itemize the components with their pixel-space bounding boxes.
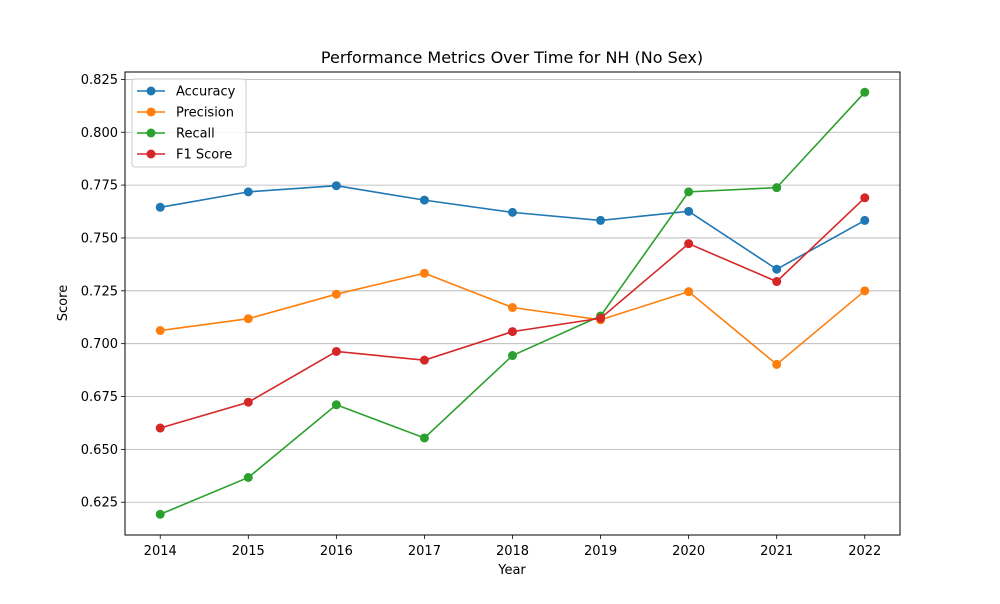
data-point-accuracy	[772, 264, 782, 274]
y-tick-label: 0.625	[81, 496, 118, 511]
data-point-f1-score	[684, 239, 694, 249]
y-axis-label: Score	[56, 285, 71, 321]
legend-marker-f1-score	[146, 149, 156, 159]
x-tick-label: 2022	[848, 544, 881, 559]
data-point-accuracy	[243, 187, 253, 197]
data-point-recall	[508, 351, 517, 361]
data-point-precision	[684, 287, 694, 297]
x-tick-label: 2018	[496, 544, 529, 559]
legend-label-recall: Recall	[176, 127, 215, 142]
data-point-accuracy	[684, 206, 694, 216]
data-point-precision	[331, 289, 341, 299]
y-tick-label: 0.775	[81, 179, 118, 194]
data-point-accuracy	[331, 181, 341, 191]
x-tick-label: 2019	[584, 544, 617, 559]
y-axis-ticks: 0.625 0.650 0.675 0.700 0.725 0.750 0.775 0.800…	[81, 73, 125, 511]
data-point-recall	[243, 472, 253, 482]
legend-label-precision: Precision	[176, 106, 234, 121]
x-tick-label: 2016	[320, 544, 353, 559]
data-point-f1-score	[243, 397, 253, 407]
legend-marker-accuracy	[146, 86, 156, 96]
data-point-f1-score	[508, 327, 517, 337]
gridlines	[125, 78, 900, 503]
data-point-precision	[860, 286, 870, 296]
x-tick-label: 2015	[232, 544, 265, 559]
data-point-recall	[331, 400, 341, 410]
data-point-recall	[155, 509, 165, 519]
data-point-f1-score	[155, 423, 165, 433]
y-tick-label: 0.675	[81, 390, 118, 405]
x-axis-ticks: 2014 2015 2016 2017 2018 2019 2020 2021 2022	[144, 535, 881, 559]
x-tick-label: 2020	[672, 544, 705, 559]
x-axis-label: Year	[497, 563, 526, 578]
data-point-precision	[772, 359, 782, 369]
x-tick-label: 2017	[408, 544, 441, 559]
y-tick-label: 0.825	[81, 73, 118, 88]
data-point-f1-score	[419, 355, 429, 365]
x-tick-label: 2014	[144, 544, 177, 559]
data-point-accuracy	[596, 215, 606, 225]
chart-title: Performance Metrics Over Time for NH (No…	[321, 48, 703, 67]
data-point-precision	[508, 303, 517, 313]
legend-marker-precision	[146, 107, 156, 117]
data-point-accuracy	[155, 202, 165, 212]
data-point-accuracy	[860, 215, 870, 225]
data-point-f1-score	[772, 277, 782, 287]
legend-label-f1-score: F1 Score	[176, 148, 232, 163]
legend-box	[131, 78, 247, 168]
data-point-accuracy	[419, 195, 429, 205]
legend: Accuracy Precision Recall F1 Score	[131, 78, 247, 168]
data-point-recall	[772, 183, 782, 193]
legend-marker-recall	[146, 128, 156, 138]
y-tick-label: 0.650	[81, 443, 118, 458]
data-point-precision	[155, 326, 165, 336]
legend-label-accuracy: Accuracy	[176, 85, 236, 100]
data-point-recall	[419, 433, 429, 443]
data-point-recall	[684, 187, 694, 197]
x-tick-label: 2021	[760, 544, 793, 559]
y-tick-label: 0.725	[81, 284, 118, 299]
data-point-f1-score	[331, 346, 341, 356]
data-point-accuracy	[508, 207, 517, 217]
y-tick-label: 0.700	[81, 337, 118, 352]
data-point-precision	[419, 268, 429, 278]
series-group	[155, 87, 870, 519]
data-point-f1-score	[596, 313, 606, 323]
y-tick-label: 0.750	[81, 231, 118, 246]
data-point-f1-score	[860, 193, 870, 203]
data-point-recall	[860, 87, 870, 97]
data-point-precision	[243, 314, 253, 324]
y-tick-label: 0.800	[81, 126, 118, 141]
